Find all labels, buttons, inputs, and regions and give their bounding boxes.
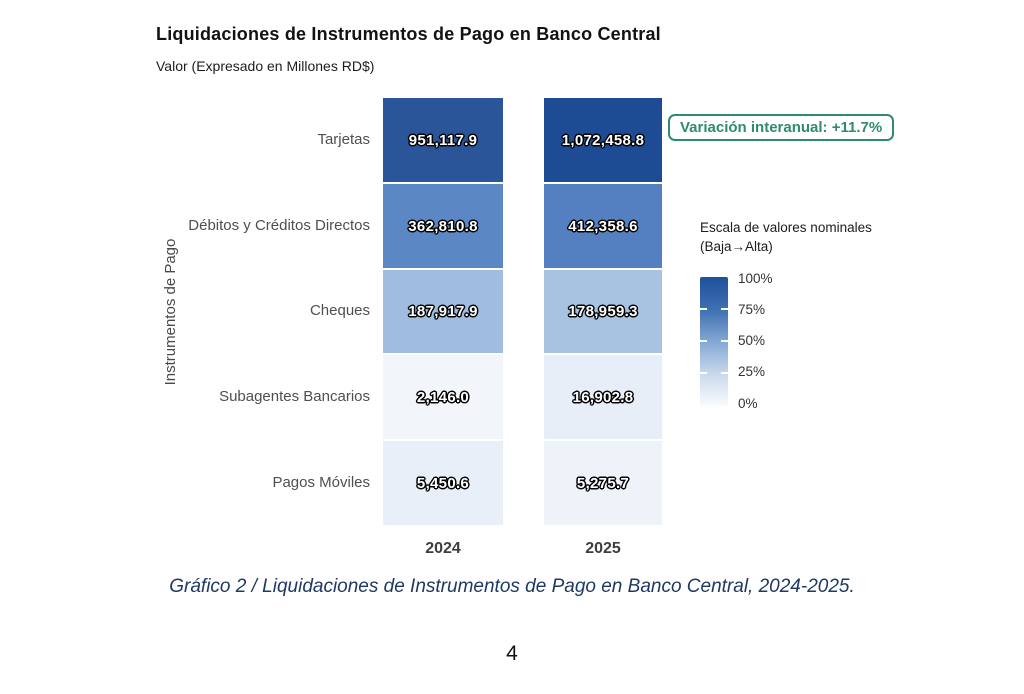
heatmap-cell-tarjetas-2024: 951,117.9 [383,98,503,182]
cell-value: 5,450.6 [416,474,470,492]
colorbar-tick-label-75: 75% [738,302,766,317]
cell-value: 1,072,458.8 [561,131,645,149]
x-axis-label-2025: 2025 [585,540,621,557]
heatmap-cell-subagentes-2025: 16,902.8 [544,355,662,439]
cell-value: 178,959.3 [568,303,638,320]
row-label-pagos-moviles: Pagos Móviles [272,474,370,491]
colorbar-tick [700,372,707,374]
colorbar-tick-label-100: 100% [738,271,773,286]
row-label-tarjetas: Tarjetas [317,131,370,148]
cell-value: 16,902.8 [572,388,634,406]
legend-title: Escala de valores nominales (Baja→Alta) [700,218,872,256]
legend-title-line2: (Baja→Alta) [700,239,773,254]
chart-title: Liquidaciones de Instrumentos de Pago en… [156,24,661,44]
colorbar-gradient [700,277,728,407]
cell-value: 951,117.9 [408,131,478,149]
colorbar-tick-label-25: 25% [738,364,766,379]
x-axis-label-2024: 2024 [425,540,461,557]
chart-subtitle: Valor (Expresado en Millones RD$) [156,58,375,74]
cell-value: 5,275.7 [576,474,630,492]
cell-value: 412,358.6 [568,217,638,235]
cell-value: 2,146.0 [416,388,470,406]
colorbar-tick [700,340,707,342]
heatmap-cell-cheques-2024: 187,917.9 [383,270,503,353]
row-label-cheques: Cheques [309,302,370,319]
cell-value: 187,917.9 [408,303,478,320]
legend-title-line1: Escala de valores nominales [700,220,872,235]
heatmap-cell-debitos-2024: 362,810.8 [383,184,503,268]
heatmap-cell-tarjetas-2025: 1,072,458.8 [544,98,662,182]
heatmap-cell-pagos-2024: 5,450.6 [383,441,503,525]
heatmap-cell-cheques-2025: 178,959.3 [544,270,662,353]
heatmap-cell-subagentes-2024: 2,146.0 [383,355,503,439]
heatmap-cell-pagos-2025: 5,275.7 [544,441,662,525]
heatmap-cell-debitos-2025: 412,358.6 [544,184,662,268]
colorbar-tick [721,340,728,342]
colorbar-tick-label-0: 0% [738,396,758,411]
annotation-badge: Variación interanual: +11.7% [668,114,895,141]
figure-caption: Gráfico 2 / Liquidaciones de Instrumento… [169,576,855,597]
page-number: 4 [506,642,518,665]
colorbar-tick [721,308,728,310]
colorbar-tick-label-50: 50% [738,333,766,348]
row-label-subagentes: Subagentes Bancarios [219,388,370,405]
colorbar-tick [700,308,707,310]
cell-value: 362,810.8 [408,217,478,235]
colorbar-tick [721,372,728,374]
row-label-debitos: Débitos y Créditos Directos [188,217,370,234]
